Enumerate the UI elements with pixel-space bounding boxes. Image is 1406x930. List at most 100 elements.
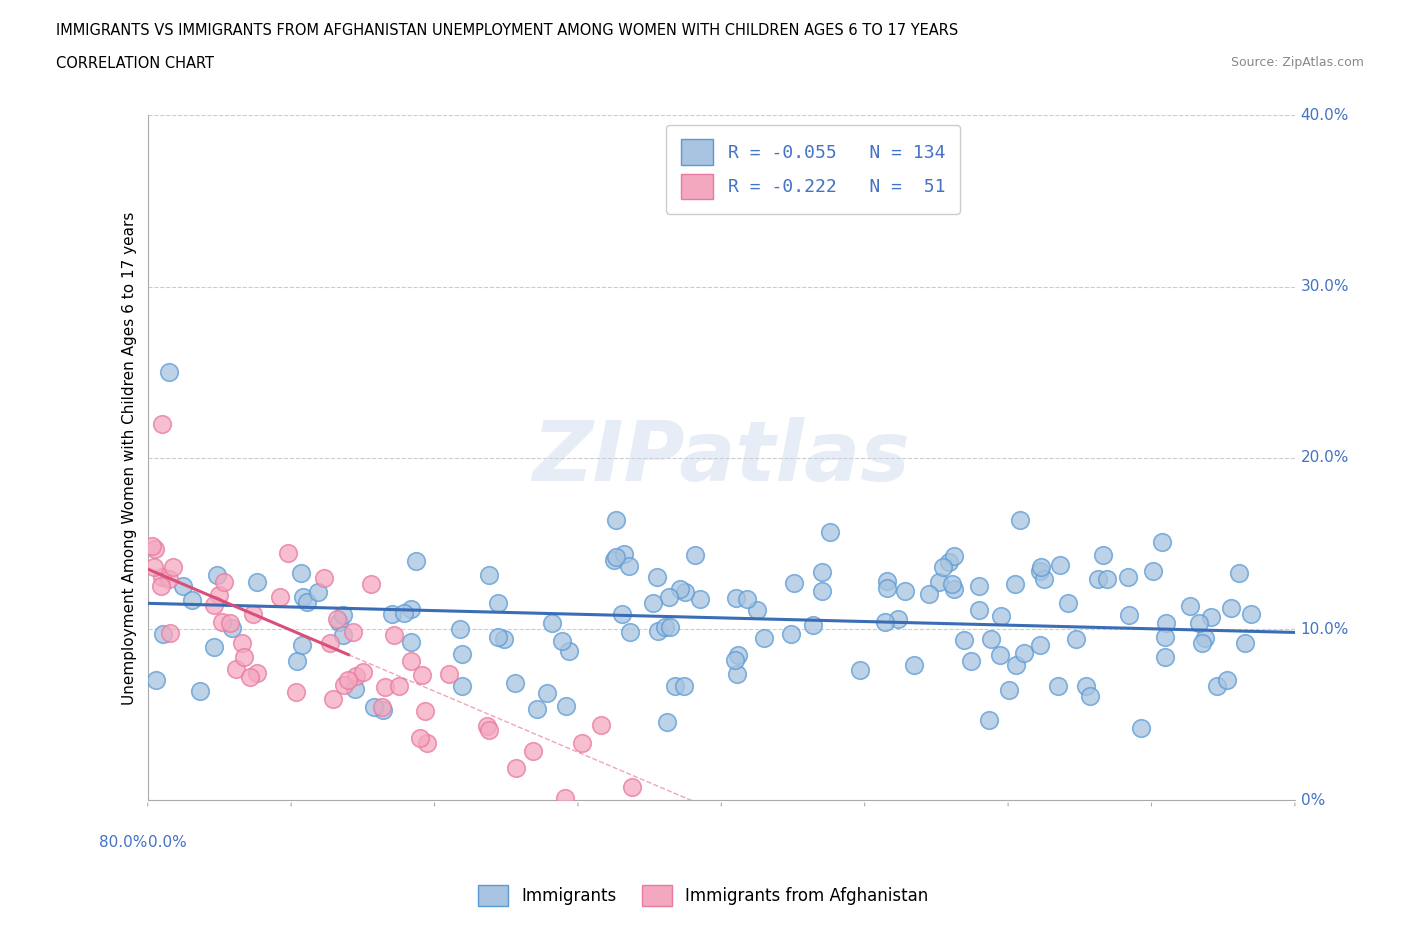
Point bbox=[603, 552, 626, 567]
Point bbox=[875, 615, 897, 630]
Point bbox=[1091, 548, 1114, 563]
Point bbox=[967, 578, 990, 593]
Point bbox=[988, 647, 1011, 662]
Point bbox=[401, 654, 423, 669]
Point bbox=[938, 554, 960, 569]
Point bbox=[332, 607, 354, 622]
Point bbox=[540, 616, 562, 631]
Point bbox=[225, 661, 247, 676]
Point bbox=[727, 647, 749, 662]
Point bbox=[208, 588, 231, 603]
Point bbox=[232, 650, 254, 665]
Point bbox=[486, 630, 509, 644]
Point bbox=[522, 744, 544, 759]
Point bbox=[977, 712, 1000, 727]
Point bbox=[159, 626, 181, 641]
Point bbox=[352, 665, 374, 680]
Point bbox=[959, 654, 981, 669]
Point bbox=[239, 670, 262, 684]
Legend: Immigrants, Immigrants from Afghanistan: Immigrants, Immigrants from Afghanistan bbox=[471, 879, 935, 912]
Point bbox=[1029, 559, 1052, 574]
Point bbox=[157, 365, 180, 379]
Point bbox=[143, 541, 166, 556]
Point bbox=[1154, 616, 1177, 631]
Point bbox=[811, 565, 834, 579]
Point bbox=[558, 644, 581, 658]
Point bbox=[932, 560, 955, 575]
Point bbox=[619, 625, 641, 640]
Point bbox=[683, 548, 706, 563]
Point bbox=[141, 538, 163, 553]
Point bbox=[554, 790, 576, 805]
Point bbox=[312, 570, 335, 585]
Point bbox=[1205, 679, 1227, 694]
Text: 20.0%: 20.0% bbox=[1301, 450, 1348, 465]
Point bbox=[803, 618, 825, 633]
Point bbox=[188, 684, 211, 698]
Point bbox=[231, 635, 253, 650]
Point bbox=[437, 666, 460, 681]
Point bbox=[246, 665, 269, 680]
Point bbox=[887, 611, 910, 626]
Text: 0.0%: 0.0% bbox=[148, 835, 187, 850]
Point bbox=[290, 565, 312, 580]
Point bbox=[990, 608, 1012, 623]
Point bbox=[675, 585, 697, 600]
Point bbox=[328, 614, 350, 629]
Point bbox=[1008, 512, 1031, 527]
Point bbox=[980, 631, 1002, 646]
Point bbox=[326, 612, 349, 627]
Point bbox=[370, 699, 392, 714]
Point bbox=[1199, 609, 1222, 624]
Text: CORRELATION CHART: CORRELATION CHART bbox=[56, 56, 214, 71]
Point bbox=[894, 583, 917, 598]
Text: 30.0%: 30.0% bbox=[1301, 279, 1350, 294]
Point bbox=[664, 678, 686, 693]
Point bbox=[876, 580, 898, 595]
Point bbox=[1005, 658, 1028, 672]
Point bbox=[942, 549, 965, 564]
Point bbox=[1097, 571, 1119, 586]
Text: IMMIGRANTS VS IMMIGRANTS FROM AFGHANISTAN UNEMPLOYMENT AMONG WOMEN WITH CHILDREN: IMMIGRANTS VS IMMIGRANTS FROM AFGHANISTA… bbox=[56, 23, 959, 38]
Point bbox=[745, 603, 768, 618]
Point bbox=[555, 699, 578, 714]
Point bbox=[202, 640, 225, 655]
Point bbox=[162, 560, 184, 575]
Point bbox=[392, 605, 415, 620]
Text: ZIPatlas: ZIPatlas bbox=[533, 418, 910, 498]
Point bbox=[388, 679, 411, 694]
Point bbox=[1194, 631, 1216, 645]
Point bbox=[451, 678, 474, 693]
Point bbox=[903, 658, 925, 672]
Point bbox=[416, 736, 439, 751]
Point bbox=[1129, 720, 1152, 735]
Point bbox=[505, 676, 527, 691]
Point bbox=[1219, 600, 1241, 615]
Point bbox=[492, 631, 515, 646]
Point bbox=[242, 606, 264, 621]
Point bbox=[550, 634, 572, 649]
Point bbox=[536, 685, 558, 700]
Point bbox=[214, 575, 236, 590]
Point bbox=[319, 635, 342, 650]
Point bbox=[1056, 595, 1078, 610]
Point bbox=[969, 603, 991, 618]
Point bbox=[1047, 678, 1070, 693]
Point bbox=[475, 719, 498, 734]
Point bbox=[150, 416, 173, 431]
Point bbox=[610, 606, 633, 621]
Point bbox=[269, 589, 291, 604]
Point bbox=[1216, 672, 1239, 687]
Point bbox=[647, 624, 669, 639]
Point bbox=[943, 581, 966, 596]
Point bbox=[409, 731, 432, 746]
Point bbox=[917, 587, 939, 602]
Point bbox=[1239, 606, 1261, 621]
Point bbox=[285, 653, 308, 668]
Point bbox=[150, 578, 173, 593]
Point bbox=[658, 619, 681, 634]
Point bbox=[219, 616, 242, 631]
Point bbox=[332, 628, 354, 643]
Point bbox=[399, 602, 422, 617]
Point bbox=[810, 583, 832, 598]
